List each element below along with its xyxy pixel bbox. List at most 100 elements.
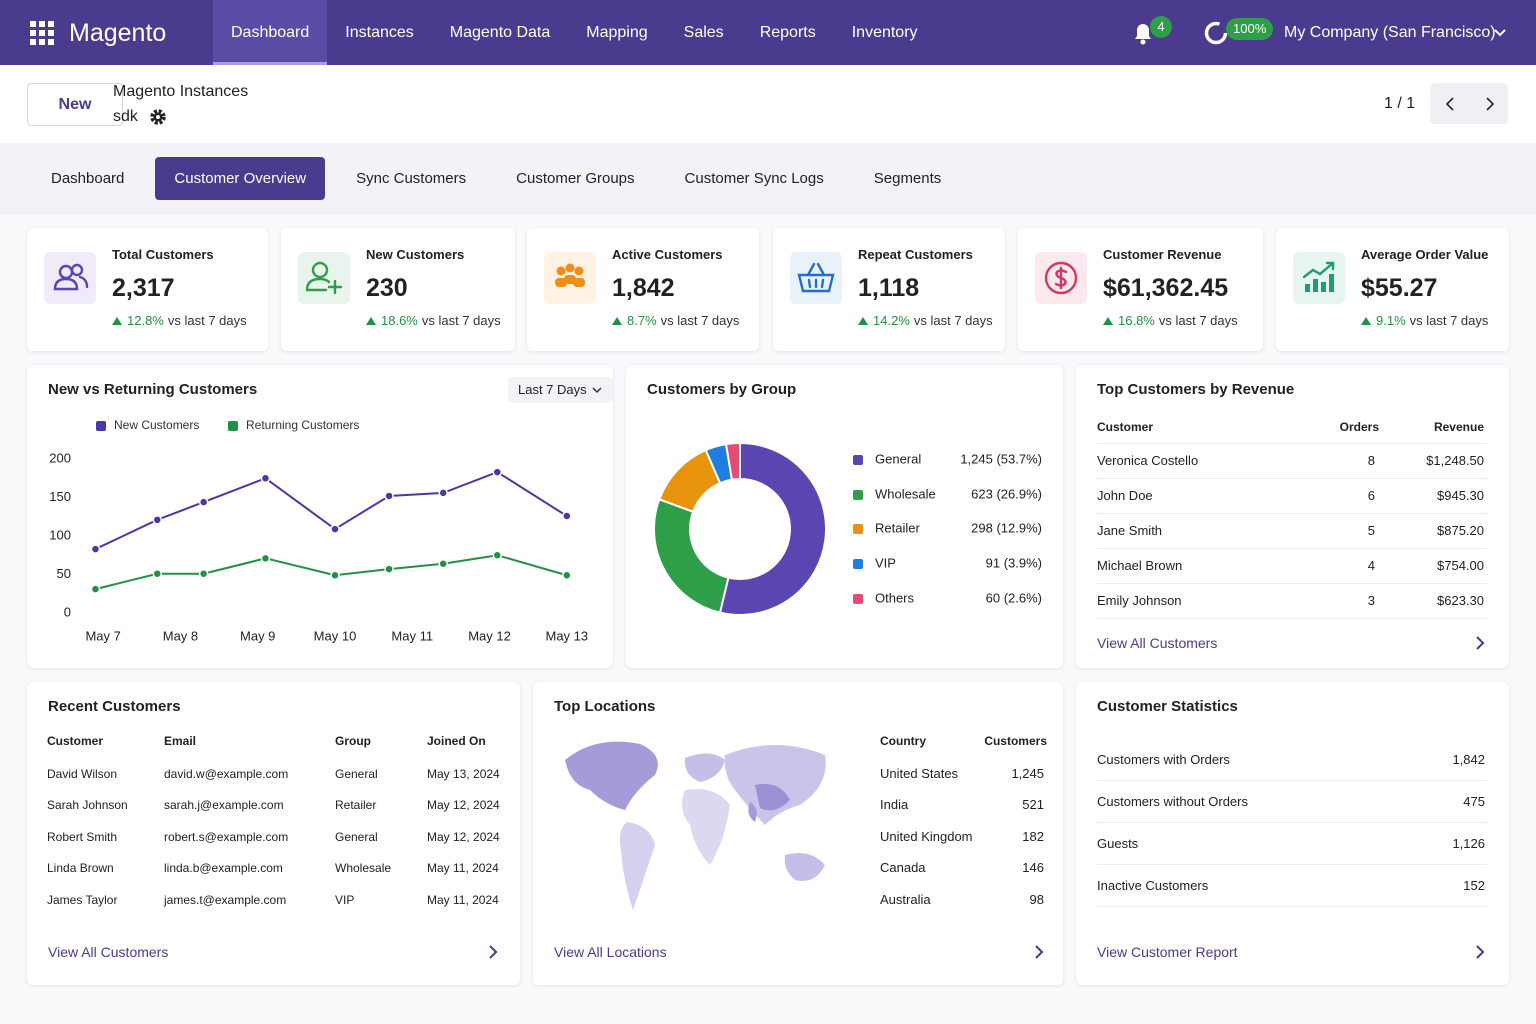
nav-item[interactable]: Reports [759, 24, 816, 41]
nav-item[interactable]: Instances [345, 24, 414, 41]
tab[interactable]: Sync Customers [356, 170, 467, 187]
donut-chart: General 1,245 (53.7%) Wholesale 623 (26.9%)… [653, 441, 1042, 616]
icon-part [555, 278, 567, 287]
column-header: Email [164, 734, 197, 748]
table-cell: 521 [1022, 797, 1044, 812]
stat-value: 475 [1463, 794, 1485, 809]
legend-label: Retailer [875, 520, 920, 535]
next-button[interactable] [1482, 96, 1498, 112]
table-cell: United States [880, 766, 959, 781]
top-customers-card: Top Customers by Revenue Customer Orders Re… [1076, 365, 1509, 668]
nav-item[interactable]: Inventory [851, 24, 918, 41]
table-cell: 8 [1367, 453, 1375, 468]
icon-part [78, 275, 89, 289]
table-cell: james.t@example.com [164, 893, 287, 907]
kpi-label: New Customers [366, 247, 465, 262]
row-divider [1097, 780, 1487, 781]
chevron-right[interactable] [1474, 635, 1486, 651]
column-header: Revenue [1433, 420, 1484, 434]
table-cell: May 11, 2024 [427, 861, 499, 875]
tab[interactable]: Dashboard [51, 170, 125, 187]
data-point [152, 568, 163, 579]
kpi-change: 18.6% [381, 313, 418, 328]
nav-item[interactable]: Dashboard [213, 0, 328, 65]
data-point [198, 568, 209, 579]
icon-part [1329, 274, 1334, 292]
breadcrumb[interactable]: Magento Instances [113, 83, 249, 100]
data-point [384, 564, 394, 574]
table-cell: May 12, 2024 [427, 830, 500, 844]
row-divider [1097, 443, 1487, 444]
data-point [492, 550, 503, 560]
legend-label: New Customers [114, 418, 199, 432]
kpi-label: Customer Revenue [1103, 247, 1222, 262]
icon-part [311, 261, 329, 279]
chevron-right[interactable] [487, 944, 499, 960]
stat-label: Customers without Orders [1097, 794, 1248, 809]
prev-button[interactable] [1442, 96, 1458, 112]
chevron-right[interactable] [1474, 944, 1486, 960]
kpi-icon [1302, 261, 1335, 292]
table-cell: Retailer [335, 798, 377, 812]
card-title: Customer Statistics [1097, 698, 1238, 715]
data-point [562, 570, 572, 581]
table-cell: $1,248.50 [1426, 453, 1484, 468]
data-point [260, 553, 271, 564]
table-cell: 182 [1022, 829, 1044, 844]
kpi-label: Total Customers [112, 247, 214, 262]
legend-label: Returning Customers [246, 418, 359, 432]
legend-swatch [853, 594, 863, 604]
arrow-shape [1361, 317, 1371, 325]
table-cell: Sarah Johnson [47, 798, 128, 812]
link[interactable]: View All Customers [1097, 635, 1218, 651]
x-tick-label: May 8 [163, 628, 198, 643]
kpi-value: 2,317 [112, 274, 175, 302]
legend-swatch [96, 421, 106, 431]
chevron-shape [489, 945, 498, 959]
table-cell: May 13, 2024 [427, 767, 500, 781]
link[interactable]: View All Customers [48, 944, 169, 960]
link[interactable]: View Customer Report [1097, 944, 1238, 960]
icon-part [53, 277, 79, 291]
activity-icon[interactable] [1203, 20, 1229, 46]
link[interactable]: View All Locations [554, 944, 667, 960]
icon-part [1044, 261, 1078, 295]
x-tick-label: May 9 [240, 628, 275, 643]
donut-slice [724, 441, 741, 481]
stat-label: Guests [1097, 836, 1139, 851]
data-point [384, 491, 394, 501]
kpi-value: 1,118 [858, 274, 920, 302]
chevron-right[interactable] [1033, 944, 1045, 960]
gear-icon[interactable] [149, 108, 167, 126]
arrow-shape [112, 317, 122, 325]
icon-part [1305, 284, 1310, 292]
nav-item[interactable]: Mapping [586, 24, 648, 41]
column-header: Customer [1097, 420, 1154, 434]
kpi-label: Repeat Customers [858, 247, 973, 262]
new-button[interactable]: New [27, 83, 123, 126]
nav-item[interactable]: Magento Data [449, 24, 551, 41]
nav-item[interactable]: Sales [683, 24, 724, 41]
card-title: Top Locations [554, 698, 656, 715]
bell-icon[interactable] [1130, 20, 1156, 46]
kpi-note: vs last 7 days [913, 313, 993, 328]
column-header: Orders [1339, 420, 1379, 434]
range-dropdown[interactable]: Last 7 Days [508, 377, 613, 403]
tab[interactable]: Segments [873, 170, 942, 187]
icon-part [305, 277, 331, 292]
tab[interactable]: Customer Sync Logs [684, 170, 824, 187]
up-arrow [1361, 317, 1371, 325]
column-header: Customer [47, 734, 104, 748]
value-label: 623 (26.9%) [971, 486, 1042, 501]
brand[interactable]: Magento [69, 19, 167, 47]
series-line [95, 470, 568, 550]
top-nav: Magento Dashboard Instances Magento Data Ma… [0, 0, 1536, 65]
apps-icon[interactable] [30, 21, 54, 45]
tab[interactable]: Customer Groups [516, 170, 635, 187]
data-point [562, 511, 572, 521]
kpi-change: 12.8% [127, 313, 164, 328]
tab[interactable]: Customer Overview [155, 157, 326, 200]
tabs: Dashboard Customer Overview Sync Customers… [32, 157, 972, 200]
company-switcher[interactable]: My Company (San Francisco) [1284, 24, 1496, 41]
chevron-down[interactable] [1493, 27, 1507, 39]
